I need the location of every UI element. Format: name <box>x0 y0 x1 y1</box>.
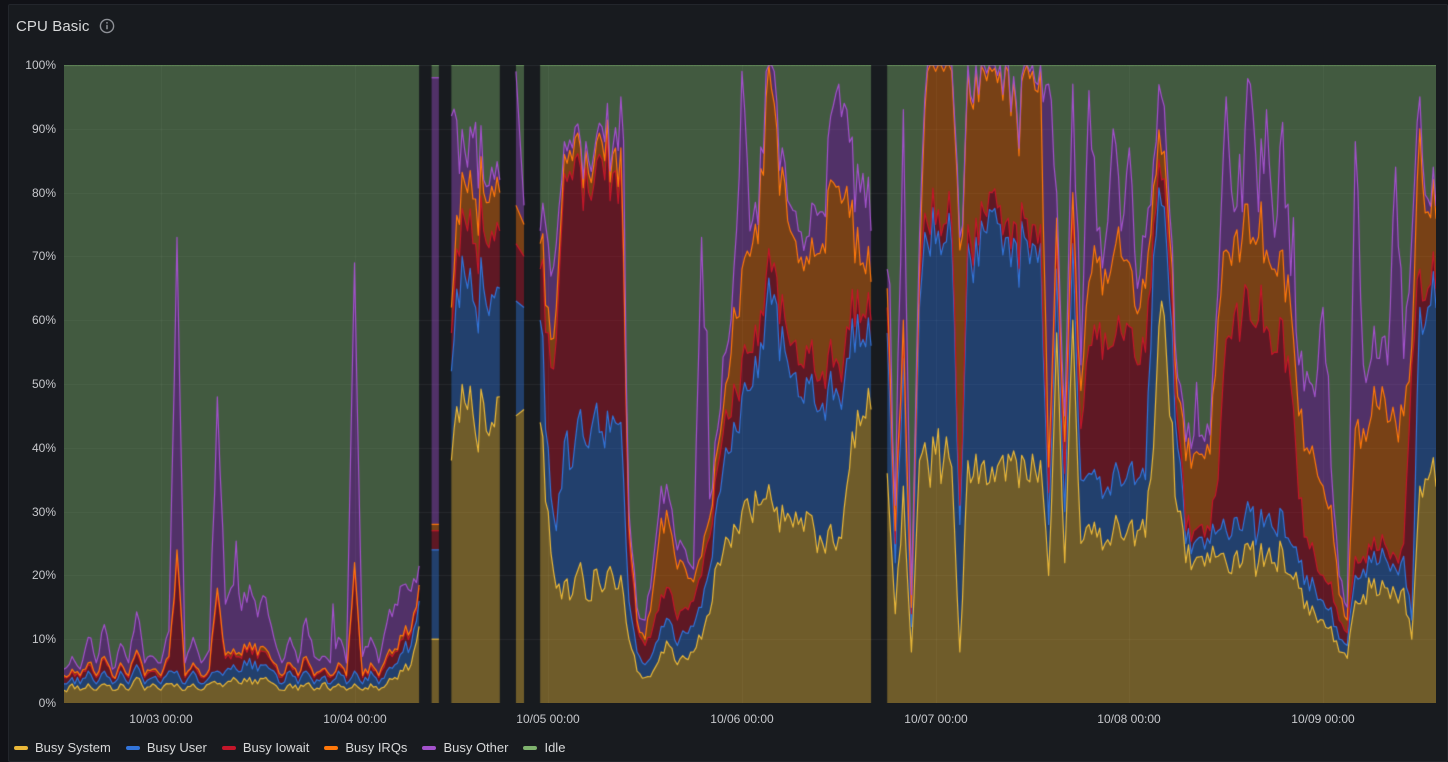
legend-label: Busy Other <box>443 740 509 755</box>
x-tick-1006: 10/06 00:00 <box>710 712 774 726</box>
x-tick-1008: 10/08 00:00 <box>1097 712 1161 726</box>
y-tick-50: 50% <box>31 377 56 391</box>
x-tick-1004: 10/04 00:00 <box>323 712 387 726</box>
y-tick-90: 90% <box>31 122 56 136</box>
legend-swatch-busy-irqs <box>324 746 339 750</box>
cpu-usage-stacked-area-chart[interactable] <box>64 65 1436 703</box>
panel-header: CPU Basic <box>16 15 115 37</box>
legend-item-idle[interactable]: Idle <box>523 739 565 757</box>
panel-title[interactable]: CPU Basic <box>16 17 90 35</box>
y-tick-40: 40% <box>31 441 56 455</box>
legend-item-busy-irqs[interactable]: Busy IRQs <box>324 739 407 757</box>
legend-swatch-busy-system <box>14 746 28 750</box>
legend-item-busy-iowait[interactable]: Busy Iowait <box>221 739 310 757</box>
legend-label: Idle <box>544 740 566 755</box>
legend-item-busy-system[interactable]: Busy System <box>14 739 111 757</box>
y-tick-80: 80% <box>31 186 56 200</box>
legend-swatch-idle <box>523 746 538 750</box>
legend-swatch-busy-other <box>422 746 437 750</box>
info-circle-icon[interactable] <box>99 18 115 34</box>
legend-item-busy-other[interactable]: Busy Other <box>422 739 508 757</box>
y-tick-60: 60% <box>31 313 56 327</box>
legend-swatch-busy-user <box>125 746 140 750</box>
y-tick-10: 10% <box>31 632 56 646</box>
y-tick-0: 0% <box>38 696 56 710</box>
x-tick-1009: 10/09 00:00 <box>1291 712 1355 726</box>
y-tick-70: 70% <box>31 249 56 263</box>
legend-item-busy-user[interactable]: Busy User <box>125 739 207 757</box>
legend-label: Busy IRQs <box>345 740 408 755</box>
legend: Busy System Busy User Busy Iowait Busy I… <box>14 739 565 757</box>
legend-label: Busy User <box>146 740 207 755</box>
legend-label: Busy System <box>35 740 111 755</box>
x-tick-1003: 10/03 00:00 <box>129 712 193 726</box>
y-tick-30: 30% <box>31 505 56 519</box>
legend-swatch-busy-iowait <box>221 746 236 750</box>
x-tick-1007: 10/07 00:00 <box>904 712 968 726</box>
y-tick-20: 20% <box>31 568 56 582</box>
legend-label: Busy Iowait <box>242 740 310 755</box>
y-tick-100: 100% <box>25 58 56 72</box>
x-tick-1005: 10/05 00:00 <box>516 712 580 726</box>
